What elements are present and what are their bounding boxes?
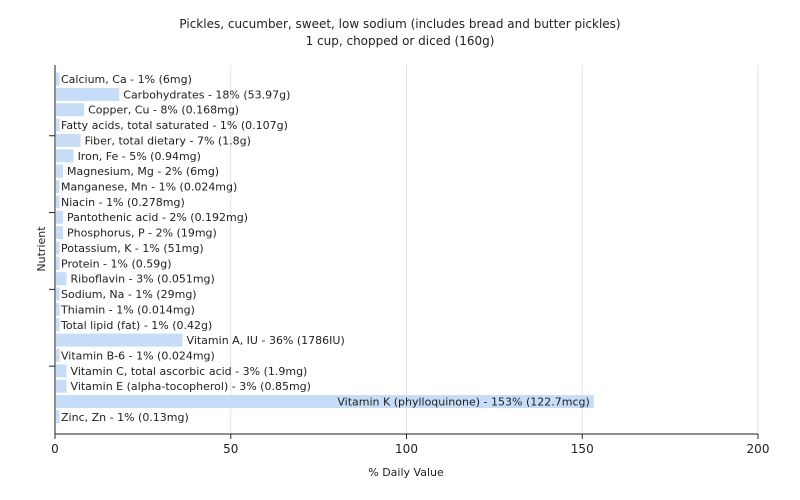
bar [56,103,85,117]
bar [56,287,60,301]
bar [56,379,67,393]
bar-label: Manganese, Mn - 1% (0.024mg) [61,181,237,194]
bar [56,87,120,101]
bar-label: Thiamin - 1% (0.014mg) [60,303,195,316]
x-axis-label: % Daily Value [368,466,444,479]
bar-label: Calcium, Ca - 1% (6mg) [61,73,192,86]
bar [56,195,60,209]
bar-label: Riboflavin - 3% (0.051mg) [71,273,215,286]
bar [56,164,64,178]
bar-label: Total lipid (fat) - 1% (0.42g) [60,319,212,332]
bar-label: Vitamin A, IU - 36% (1786IU) [187,334,345,347]
bar-label: Vitamin B-6 - 1% (0.024mg) [61,349,215,362]
bar [56,133,81,147]
x-tick-label: 100 [395,442,418,456]
bar [56,256,60,270]
bar [56,118,60,132]
bar [56,318,60,332]
bar-label: Pantothenic acid - 2% (0.192mg) [67,211,248,224]
x-tick-label: 150 [571,442,594,456]
bar-label: Magnesium, Mg - 2% (6mg) [67,165,219,178]
bar [56,364,67,378]
axes: 0 50 100 150 200 [49,65,769,456]
bar [56,180,60,194]
bar-label: Fatty acids, total saturated - 1% (0.107… [61,119,288,132]
grid [230,65,759,434]
bar-label: Sodium, Na - 1% (29mg) [61,288,197,301]
bar-label: Zinc, Zn - 1% (0.13mg) [61,411,189,424]
bars [56,72,594,424]
bar [56,272,67,286]
y-axis-label: Nutrient [35,226,48,272]
bar-labels: Calcium, Ca - 1% (6mg) Carbohydrates - 18… [60,73,590,424]
bar [56,348,60,362]
bar-label: Fiber, total dietary - 7% (1.8g) [85,134,251,147]
bar [56,72,60,86]
bar-label: Copper, Cu - 8% (0.168mg) [88,104,239,117]
bar-label: Vitamin E (alpha-tocopherol) - 3% (0.85m… [71,380,311,393]
x-tick-label: 200 [747,442,770,456]
chart-title: Pickles, cucumber, sweet, low sodium (in… [179,17,620,31]
bar-label: Niacin - 1% (0.278mg) [61,196,185,209]
bar-label: Carbohydrates - 18% (53.97g) [123,88,290,101]
bar [56,395,594,409]
x-tick-label: 0 [51,442,59,456]
bar [56,149,74,163]
bar [56,302,60,316]
bar [56,210,64,224]
x-tick-label: 50 [223,442,238,456]
bar-label: Vitamin K (phylloquinone) - 153% (122.7m… [337,396,589,409]
chart-subtitle: 1 cup, chopped or diced (160g) [306,34,495,48]
bar-label: Vitamin C, total ascorbic acid - 3% (1.9… [71,365,308,378]
bar-label: Protein - 1% (0.59g) [61,257,172,270]
bar [56,241,60,255]
bar-label: Phosphorus, P - 2% (19mg) [67,227,217,240]
bar-label: Iron, Fe - 5% (0.94mg) [78,150,201,163]
bar [56,226,64,240]
bar [56,333,183,347]
bar [56,410,60,424]
bar-label: Potassium, K - 1% (51mg) [61,242,204,255]
